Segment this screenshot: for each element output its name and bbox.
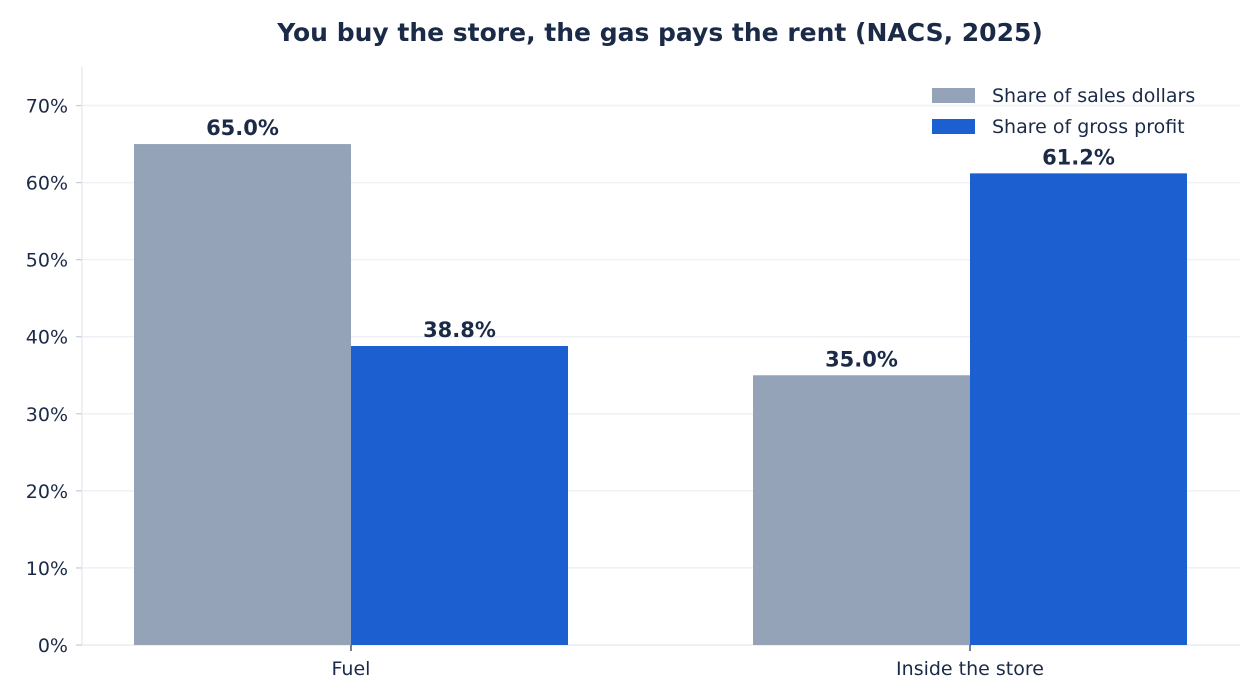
y-tick-label: 0% <box>38 635 68 657</box>
bar-value-label: 65.0% <box>206 116 279 140</box>
y-tick-label: 60% <box>26 173 68 195</box>
bar <box>351 345 568 645</box>
data-labels: 65.0% 35.0% 38.8% 61.2% <box>206 116 1115 371</box>
bar <box>134 144 351 646</box>
x-tick-label: Fuel <box>332 658 371 680</box>
legend-swatch <box>932 88 975 103</box>
y-tick-label: 40% <box>26 327 68 349</box>
legend: Share of sales dollars Share of gross pro… <box>932 85 1195 138</box>
bar <box>970 173 1187 646</box>
chart-title: You buy the store, the gas pays the rent… <box>276 18 1043 47</box>
y-tick-label: 10% <box>26 558 68 580</box>
y-tick-label: 70% <box>26 96 68 118</box>
y-tick-label: 20% <box>26 481 68 503</box>
legend-label: Share of sales dollars <box>992 85 1195 107</box>
bar-value-label: 38.8% <box>423 318 496 342</box>
bar-value-label: 61.2% <box>1042 145 1115 169</box>
legend-swatch <box>932 119 975 134</box>
x-tick-label: Inside the store <box>896 658 1044 680</box>
bars <box>134 144 1187 646</box>
legend-label: Share of gross profit <box>992 116 1185 138</box>
bar <box>753 375 970 645</box>
y-tick-label: 50% <box>26 250 68 272</box>
y-tick-label: 30% <box>26 404 68 426</box>
bar-value-label: 35.0% <box>825 347 898 371</box>
